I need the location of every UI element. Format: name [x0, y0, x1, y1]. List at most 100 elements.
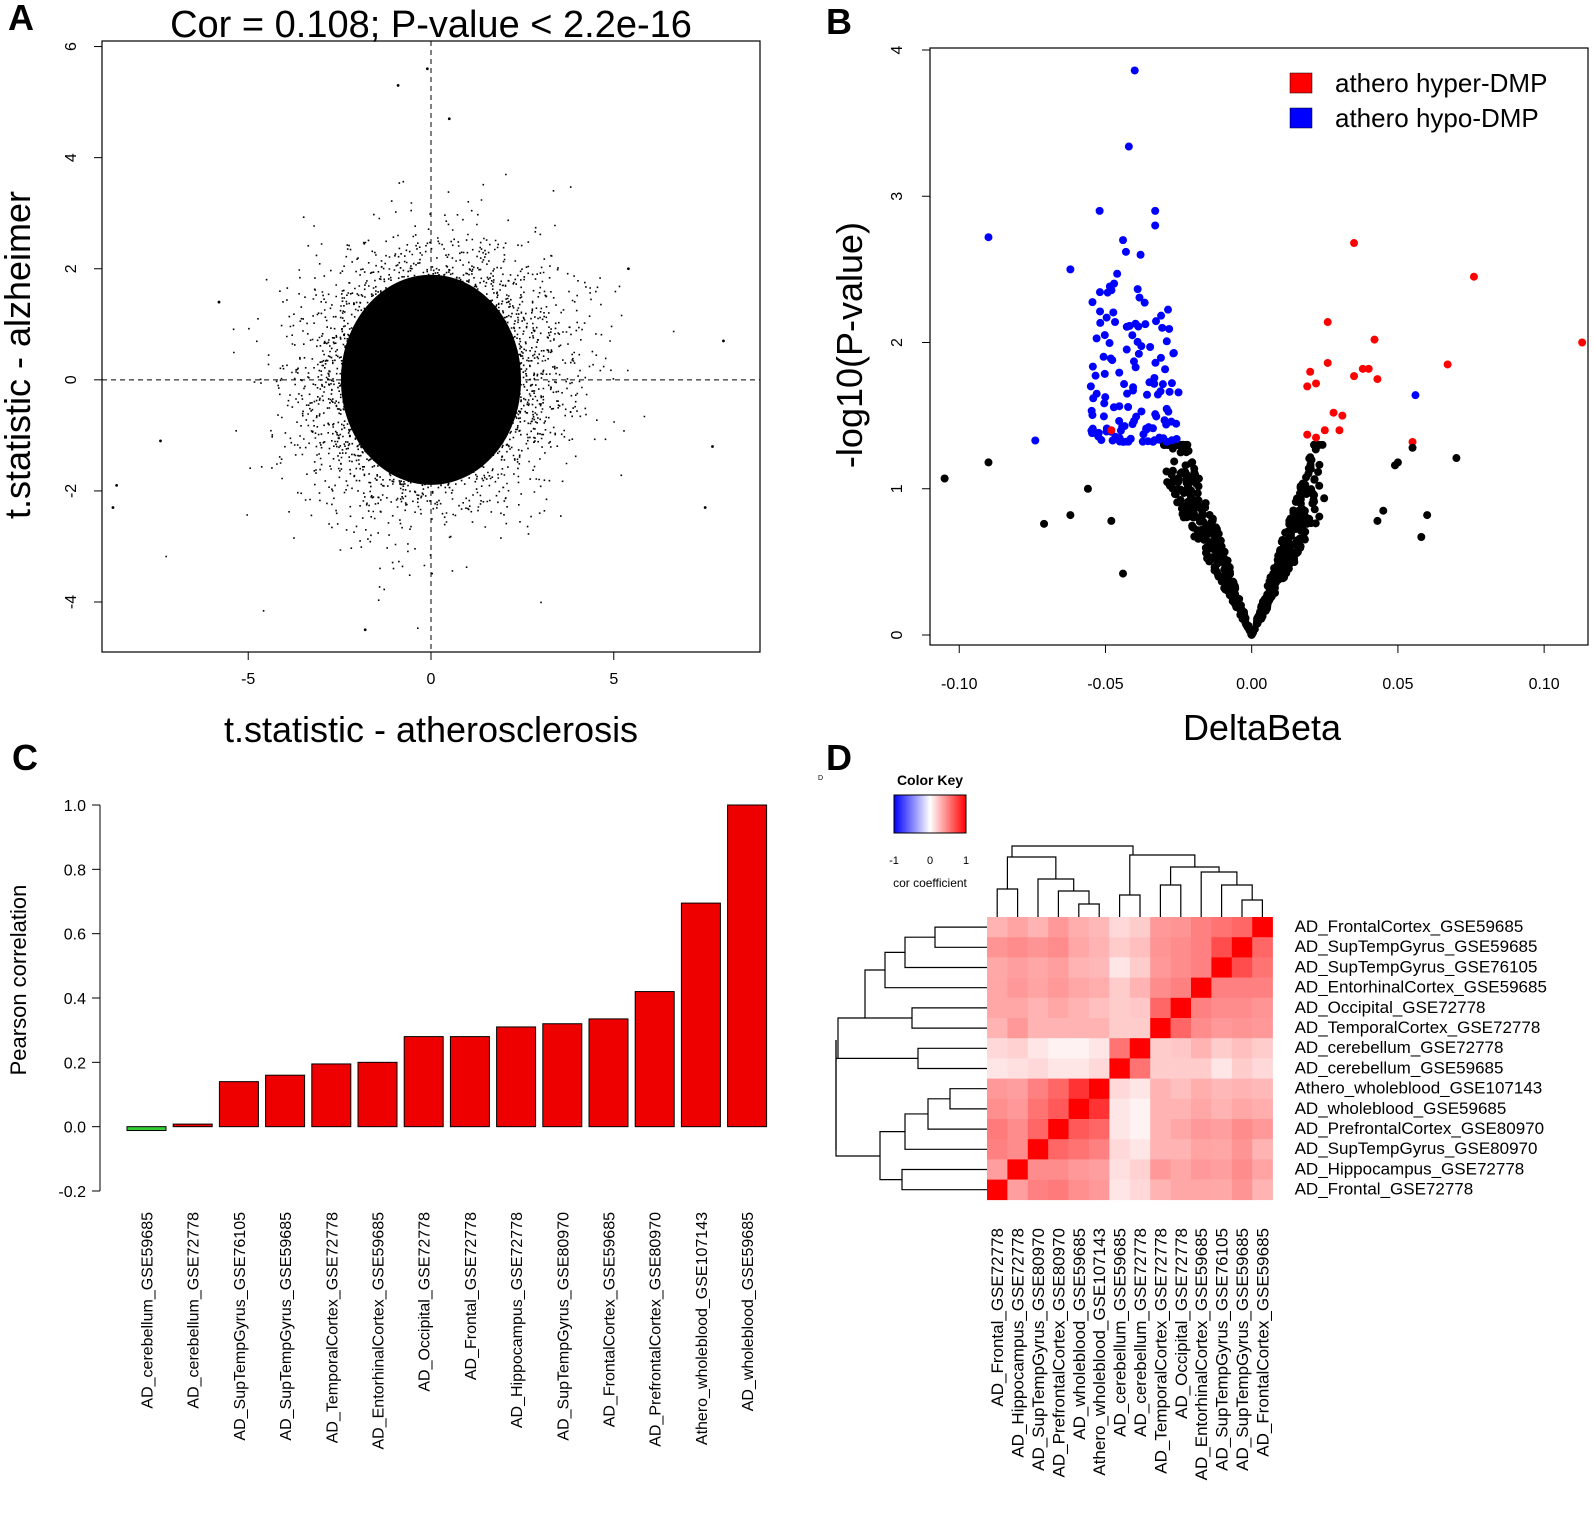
- heatmap-cell: [1109, 957, 1131, 978]
- heatmap-cell: [1109, 1098, 1131, 1120]
- volcano-point: [1282, 545, 1291, 554]
- heatmap-col-label: AD_TemporalCortex_GSE72778: [1151, 1228, 1170, 1474]
- heatmap-cell: [1150, 1119, 1171, 1140]
- heatmap-cell: [1048, 1159, 1069, 1180]
- y-tick-label: 0.8: [64, 862, 86, 879]
- scatter-point: [396, 84, 400, 87]
- heatmap-cell: [1089, 1058, 1110, 1079]
- heatmap-cell: [1129, 1119, 1151, 1140]
- heatmap-cell: [1129, 1139, 1151, 1160]
- heatmap-cell: [1150, 937, 1171, 958]
- heatmap-cell: [1007, 957, 1029, 978]
- heatmap-cell: [1211, 1018, 1233, 1039]
- volcano-point: [1289, 506, 1298, 515]
- dendrogram-branch: [1011, 845, 1134, 857]
- heatmap-cell: [1068, 1179, 1090, 1201]
- bar-category-label: AD_EntorhinalCortex_GSE59685: [371, 1212, 388, 1450]
- heatmap-cell: [1027, 1159, 1049, 1180]
- volcano-point: [1168, 466, 1177, 475]
- volcano-point: [1411, 391, 1420, 400]
- heatmap-cell: [1007, 1038, 1029, 1059]
- heatmap-cell: [987, 937, 1008, 958]
- volcano-point-hypo: [1143, 437, 1152, 446]
- heatmap-cell: [1027, 1139, 1049, 1160]
- volcano-point: [1119, 569, 1128, 578]
- volcano-point: [1176, 495, 1185, 504]
- heatmap-cell: [1170, 1159, 1192, 1180]
- dendrogram-branch: [949, 1088, 987, 1110]
- heatmap-cell: [1068, 1058, 1090, 1079]
- volcano-point-hypo: [1141, 320, 1150, 329]
- dendrogram-branch: [1129, 854, 1196, 895]
- heatmap-cell: [1068, 1119, 1090, 1140]
- heatmap-cell: [1068, 917, 1090, 938]
- volcano-point-hypo: [1151, 317, 1160, 326]
- volcano-point: [1217, 548, 1226, 557]
- heatmap-cell: [1027, 1098, 1049, 1120]
- volcano-point-hypo: [1132, 412, 1141, 421]
- volcano-point: [1320, 494, 1329, 503]
- heatmap-cell: [1191, 957, 1212, 978]
- heatmap-cell: [1027, 957, 1049, 978]
- volcano-point-hypo: [1128, 420, 1137, 429]
- heatmap-cell: [1191, 977, 1212, 999]
- heatmap-cell: [1027, 997, 1049, 1019]
- heatmap-col-label: AD_cerebellum_GSE59685: [1111, 1228, 1130, 1437]
- volcano-point-hypo: [1143, 390, 1152, 399]
- volcano-point: [1196, 504, 1205, 513]
- heatmap-cell: [987, 997, 1008, 1019]
- heatmap-cell: [1089, 937, 1110, 958]
- volcano-point-hypo: [1111, 317, 1120, 326]
- volcano-point-hypo: [1155, 435, 1164, 444]
- bar: [496, 1026, 537, 1128]
- volcano-point: [1188, 458, 1197, 467]
- heatmap-cell: [1191, 1058, 1212, 1079]
- heatmap-cell: [1170, 997, 1192, 1019]
- x-tick-label: -0.10: [941, 676, 978, 693]
- volcano-point: [1107, 516, 1116, 525]
- volcano-point-hypo: [1123, 389, 1132, 398]
- heatmap-cell: [1150, 1098, 1171, 1120]
- heatmap-cell: [1129, 957, 1151, 978]
- volcano-point: [1390, 461, 1399, 470]
- heatmap-row-label: AD_TemporalCortex_GSE72778: [1295, 1018, 1541, 1037]
- volcano-point: [1350, 372, 1359, 381]
- volcano-point: [1301, 527, 1310, 536]
- heatmap-cell: [1211, 1078, 1233, 1100]
- volcano-point: [1297, 519, 1306, 528]
- heatmap-cell: [1109, 917, 1131, 938]
- heatmap-col-label: AD_Hippocampus_GSE72778: [1009, 1228, 1028, 1458]
- heatmap-cell: [1150, 1018, 1171, 1039]
- x-tick-label: -0.05: [1087, 676, 1124, 693]
- bar-category-label: AD_cerebellum_GSE59685: [140, 1212, 157, 1409]
- volcano-point-hypo: [1102, 313, 1111, 322]
- heatmap-cell: [1252, 1098, 1273, 1120]
- dendrogram-branch: [1241, 899, 1263, 917]
- heatmap-cell: [1191, 1078, 1212, 1100]
- volcano-point: [1273, 575, 1282, 584]
- bar-category-label: AD_cerebellum_GSE72778: [186, 1212, 203, 1409]
- volcano-point: [1188, 506, 1197, 515]
- dendrogram-branch: [1170, 866, 1220, 885]
- volcano-point: [1121, 247, 1130, 256]
- heatmap-cell: [987, 957, 1008, 978]
- heatmap-cell: [1150, 1159, 1171, 1180]
- heatmap-row-label: AD_wholeblood_GSE59685: [1295, 1099, 1507, 1118]
- bar: [357, 1061, 398, 1128]
- heatmap-cell: [1109, 1058, 1131, 1079]
- volcano-point: [1189, 475, 1198, 484]
- heatmap-cell: [1252, 957, 1273, 978]
- heatmap-cell: [1007, 1139, 1029, 1160]
- heatmap-cell: [1170, 1078, 1192, 1100]
- volcano-point-hypo: [1088, 298, 1097, 307]
- heatmap-cell: [1191, 1139, 1212, 1160]
- bar-category-label: AD_Frontal_GSE72778: [463, 1212, 480, 1380]
- volcano-point: [1220, 565, 1229, 574]
- volcano-point: [1188, 523, 1197, 532]
- heatmap-cell: [987, 1179, 1008, 1201]
- volcano-point-hypo: [1151, 358, 1160, 367]
- bar-category-label: AD_wholeblood_GSE59685: [740, 1212, 757, 1411]
- volcano-point: [1130, 66, 1139, 75]
- heatmap-cell: [1089, 1018, 1110, 1039]
- volcano-point-hypo: [1115, 368, 1124, 377]
